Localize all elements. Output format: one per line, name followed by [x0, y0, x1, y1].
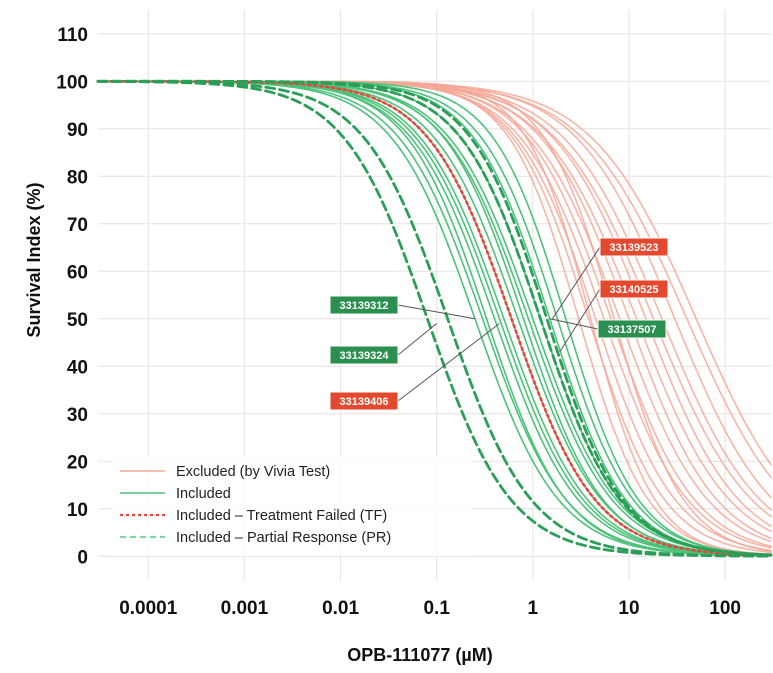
- legend-label: Included – Treatment Failed (TF): [176, 508, 387, 524]
- curves: [96, 79, 773, 558]
- y-tick-label: 80: [67, 167, 88, 188]
- y-tick-label: 60: [67, 262, 88, 283]
- y-tick-label: 40: [67, 357, 88, 378]
- y-tick-label: 100: [56, 72, 88, 93]
- callout-box: [329, 391, 399, 411]
- callout-box: [329, 345, 399, 365]
- callouts: 33139523 33140525 33137507 33139312 33139324…: [329, 237, 669, 411]
- callout-label: 33139324: [340, 350, 390, 362]
- callout-label: 33139312: [340, 300, 389, 312]
- y-tick-label: 110: [57, 25, 88, 46]
- series-group: [96, 79, 773, 558]
- y-tick-label: 10: [67, 500, 88, 521]
- x-tick-label: 0.1: [423, 598, 450, 619]
- y-tick-label: 30: [67, 405, 88, 426]
- callout: 33137507: [549, 318, 667, 339]
- legend-box: [112, 456, 472, 556]
- callout-leader: [397, 323, 438, 356]
- callout-label: 33139406: [340, 396, 389, 408]
- callout: 33139324: [329, 323, 438, 365]
- x-tick-labels: 0.0001 0.001 0.01 0.1 1 10 100: [119, 598, 741, 619]
- callout-box: [597, 319, 667, 339]
- legend-label: Included – Partial Response (PR): [176, 530, 391, 546]
- series-line: [96, 79, 773, 557]
- callout-box: [329, 295, 399, 315]
- callout-leader: [549, 318, 599, 330]
- callout-leader: [397, 304, 476, 320]
- x-tick-label: 100: [709, 598, 741, 619]
- legend-label: Excluded (by Vivia Test): [176, 464, 330, 480]
- series-group: [96, 79, 773, 557]
- callout-box: [599, 237, 669, 257]
- callout-leader: [397, 323, 500, 402]
- callout-box: [599, 279, 669, 299]
- y-tick-label: 50: [67, 310, 88, 331]
- x-axis-label: OPB-111077 (µM): [347, 645, 492, 665]
- x-tick-label: 1: [528, 598, 539, 619]
- callout: 33139406: [329, 323, 500, 411]
- callout-leader: [552, 246, 601, 320]
- callout: 33139312: [329, 295, 476, 320]
- y-axis-label: Survival Index (%): [24, 182, 44, 337]
- callout-label: 33140525: [610, 284, 659, 296]
- legend: Excluded (by Vivia Test) Included Included…: [112, 456, 472, 556]
- x-tick-label: 10: [618, 598, 639, 619]
- y-tick-labels: 0 10 20 30 40 50 60 70 80 90 100 110: [56, 25, 88, 569]
- x-tick-label: 0.01: [322, 598, 359, 619]
- x-tick-label: 0.001: [221, 598, 269, 619]
- y-tick-label: 0: [77, 547, 88, 568]
- x-tick-label: 0.0001: [119, 598, 178, 619]
- callout: 33140525: [559, 279, 669, 353]
- series-line: [96, 79, 773, 557]
- legend-label: Included: [176, 486, 231, 502]
- y-tick-label: 70: [67, 215, 88, 236]
- callout: 33139523: [552, 237, 669, 320]
- callout-label: 33139523: [610, 242, 659, 254]
- y-tick-label: 20: [67, 452, 88, 473]
- callout-leader: [559, 288, 601, 353]
- series-line: [96, 79, 773, 558]
- callout-label: 33137507: [608, 324, 657, 336]
- y-tick-label: 90: [67, 120, 88, 141]
